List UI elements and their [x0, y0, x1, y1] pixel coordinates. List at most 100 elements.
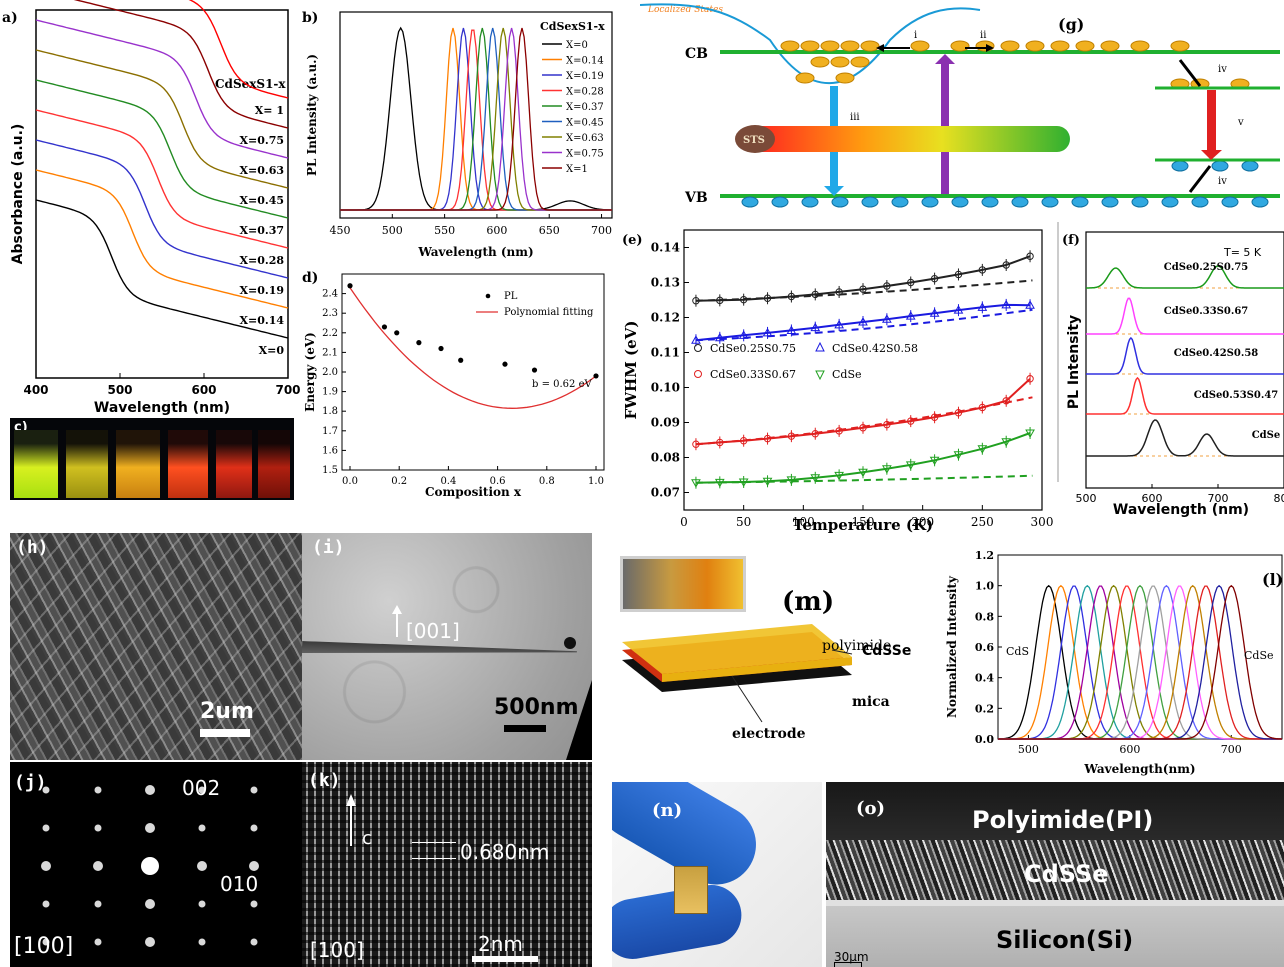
electron-icon	[780, 40, 800, 52]
pl-point	[394, 330, 400, 336]
pl-point	[347, 283, 353, 289]
diffraction-spot	[145, 785, 155, 795]
electron-icon	[1025, 40, 1045, 52]
hole-icon	[1251, 196, 1269, 208]
series-label-a: X=0	[259, 344, 285, 357]
pl-5k-chart: (f) T= 5 K CdSe0.25S0.75 CdSe0.33S0.67 CdS…	[1057, 222, 1284, 518]
legend-label-e: CdSe0.25S0.75	[710, 342, 796, 355]
electron-icon	[840, 40, 860, 52]
diffraction-spot	[249, 861, 259, 871]
tick-label-d: 1.5	[322, 465, 338, 476]
tick-label-e: 300	[1031, 515, 1054, 529]
tick-label-b: 500	[382, 224, 403, 237]
diffraction-spot	[141, 857, 159, 875]
series-label-a: X=0.75	[239, 134, 284, 147]
polyimide-layer	[622, 624, 852, 674]
pl-curve	[340, 27, 612, 211]
tick-label-f: 500	[1076, 492, 1097, 505]
diffraction-spot	[198, 900, 206, 908]
scale-label-o: 30μm	[834, 950, 869, 964]
panel-k-hrtem: (k) c 0.680nm [100] 2nm	[302, 762, 592, 967]
normalized-curve	[998, 585, 1282, 740]
panel-m-label: (m)	[782, 587, 834, 617]
pl-trace	[1086, 376, 1284, 415]
direction-arrow-i-head	[392, 605, 402, 614]
normalized-curve	[998, 585, 1282, 740]
catalyst-tip	[564, 637, 576, 649]
hole-icon	[1041, 196, 1059, 208]
axes-frame-d	[341, 273, 605, 471]
direction-arrow-i	[396, 613, 398, 637]
legend-label-e: CdSe0.33S0.67	[710, 368, 796, 381]
panel-k-label: (k)	[308, 770, 341, 791]
pl-trace	[1086, 419, 1284, 457]
tick-label-d: 0.0	[342, 476, 358, 487]
vb-label: VB	[684, 190, 708, 206]
tick-label-d: 1.8	[322, 406, 338, 417]
tick-label-e: 150	[852, 515, 875, 529]
trace-label-f: CdSe0.53S0.47	[1194, 390, 1279, 401]
scale-bar-k	[472, 956, 538, 962]
electron-icon	[810, 56, 830, 68]
series-label-a: X=0.37	[239, 224, 284, 237]
hole-icon	[921, 196, 939, 208]
hole-icon	[1101, 196, 1119, 208]
pl-trace	[1086, 297, 1284, 335]
layer-edge	[662, 657, 852, 682]
hole-icon	[1241, 160, 1259, 172]
hole-icon	[771, 196, 789, 208]
normalized-curve	[998, 584, 1282, 740]
panel-h-sem-image: (h) 2um	[10, 533, 302, 760]
panel-l-label: (l)	[1262, 570, 1283, 589]
tick-label-b: 450	[330, 224, 351, 237]
hole-icon	[1191, 196, 1209, 208]
sts-tip	[735, 125, 775, 153]
normalized-curve	[998, 584, 1282, 740]
panel-j-label: (j)	[14, 772, 47, 793]
legend-pl: PL	[504, 291, 518, 302]
series-label-a: X=0.63	[239, 164, 284, 177]
electron-icon	[1075, 40, 1095, 52]
panel-d: d) 0.0 0.2 0.4 0.6 0.8 1.0 1.5 1.6 1.7 1.8 1.9 2.0 2…	[296, 262, 618, 502]
tick-label-l: 700	[1221, 743, 1242, 756]
absorbance-curve	[35, 79, 289, 219]
arrow-i-head	[876, 44, 884, 52]
tick-label-e: 0.07	[651, 486, 680, 500]
panel-h-label: (h)	[16, 537, 49, 558]
tick-label-l: 500	[1018, 743, 1039, 756]
hole-icon	[1161, 196, 1179, 208]
electron-icon	[795, 72, 815, 84]
hole-icon	[1011, 196, 1029, 208]
diffraction-spot	[250, 938, 258, 946]
tick-label-l: 600	[1119, 743, 1140, 756]
trace-label-f: CdSe0.25S0.75	[1164, 262, 1249, 273]
zone-axis-j: [100]	[14, 934, 74, 959]
diffraction-spot	[250, 786, 258, 794]
panel-f-label: (f)	[1062, 233, 1080, 248]
tick-label-a: 700	[275, 383, 300, 397]
electron-icon	[850, 56, 870, 68]
panel-l: 500 600 700 0.0 0.2 0.4 0.6 0.8 1.0 1.2 (l) CdS C…	[942, 545, 1284, 780]
axes-frame-b	[339, 11, 613, 219]
panel-a-label: a)	[2, 10, 18, 26]
legend-marker-pl	[485, 293, 491, 299]
nanowire	[750, 126, 1070, 152]
lattice-spacing-label: 0.680nm	[460, 840, 550, 864]
normalized-curve	[998, 585, 1282, 740]
chart-d-ylabel: Energy (eV)	[303, 332, 317, 412]
electron-icon	[1000, 40, 1020, 52]
cdse-tag: CdSe	[1244, 649, 1274, 662]
label-polyimide: polyimide	[822, 638, 891, 654]
chart-a-ylabel: Absorbance (a.u.)	[10, 124, 26, 265]
electron-icon	[820, 40, 840, 52]
flexible-device	[674, 866, 708, 914]
tick-label-d: 1.0	[588, 476, 604, 487]
legend-marker-e	[694, 344, 702, 352]
series-label-a: X=0.19	[239, 284, 284, 297]
normalized-curve	[998, 585, 1282, 740]
chart-l-ylabel: Normalized Intensity	[945, 575, 959, 718]
device-photo	[620, 556, 746, 612]
legend-label-e: CdSe	[832, 368, 862, 381]
panel-f: (f) T= 5 K CdSe0.25S0.75 CdSe0.33S0.67 CdS…	[1056, 222, 1284, 522]
chart-b-xlabel: Wavelength (nm)	[417, 245, 533, 259]
